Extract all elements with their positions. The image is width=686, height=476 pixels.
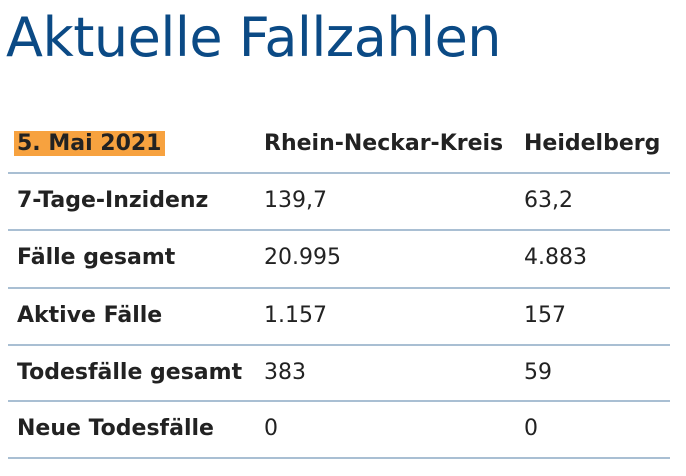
page-title: Aktuelle Fallzahlen <box>6 6 502 69</box>
column-header: Heidelberg <box>524 129 660 159</box>
row-divider <box>8 400 670 402</box>
row-label: Neue Todesfälle <box>17 416 214 441</box>
row-divider <box>8 344 670 346</box>
cell-value: 0 <box>524 416 538 441</box>
cell-value: 0 <box>264 416 278 441</box>
column-header: Rhein-Neckar-Kreis <box>264 129 503 159</box>
cell-value: 139,7 <box>264 188 327 213</box>
cell-value: 1.157 <box>264 303 327 328</box>
row-divider <box>8 172 670 174</box>
cell-value: 20.995 <box>264 245 341 270</box>
cell-value: 383 <box>264 360 306 385</box>
row-label: Aktive Fälle <box>17 303 163 328</box>
date-highlight: 5. Mai 2021 <box>14 131 165 156</box>
row-label: Todesfälle gesamt <box>17 360 243 385</box>
row-divider <box>8 457 670 459</box>
cell-value: 4.883 <box>524 245 587 270</box>
header-text: Rhein-Neckar-Kreis <box>264 131 504 156</box>
cell-value: 59 <box>524 360 552 385</box>
row-divider <box>8 229 670 231</box>
row-label: 7-Tage-Inzidenz <box>17 188 209 213</box>
cell-value: 63,2 <box>524 188 573 213</box>
header-text: Heidelberg <box>524 131 661 156</box>
date-header: 5. Mai 2021 <box>14 129 165 159</box>
cell-value: 157 <box>524 303 566 328</box>
row-label: Fälle gesamt <box>17 245 176 270</box>
row-divider <box>8 287 670 289</box>
